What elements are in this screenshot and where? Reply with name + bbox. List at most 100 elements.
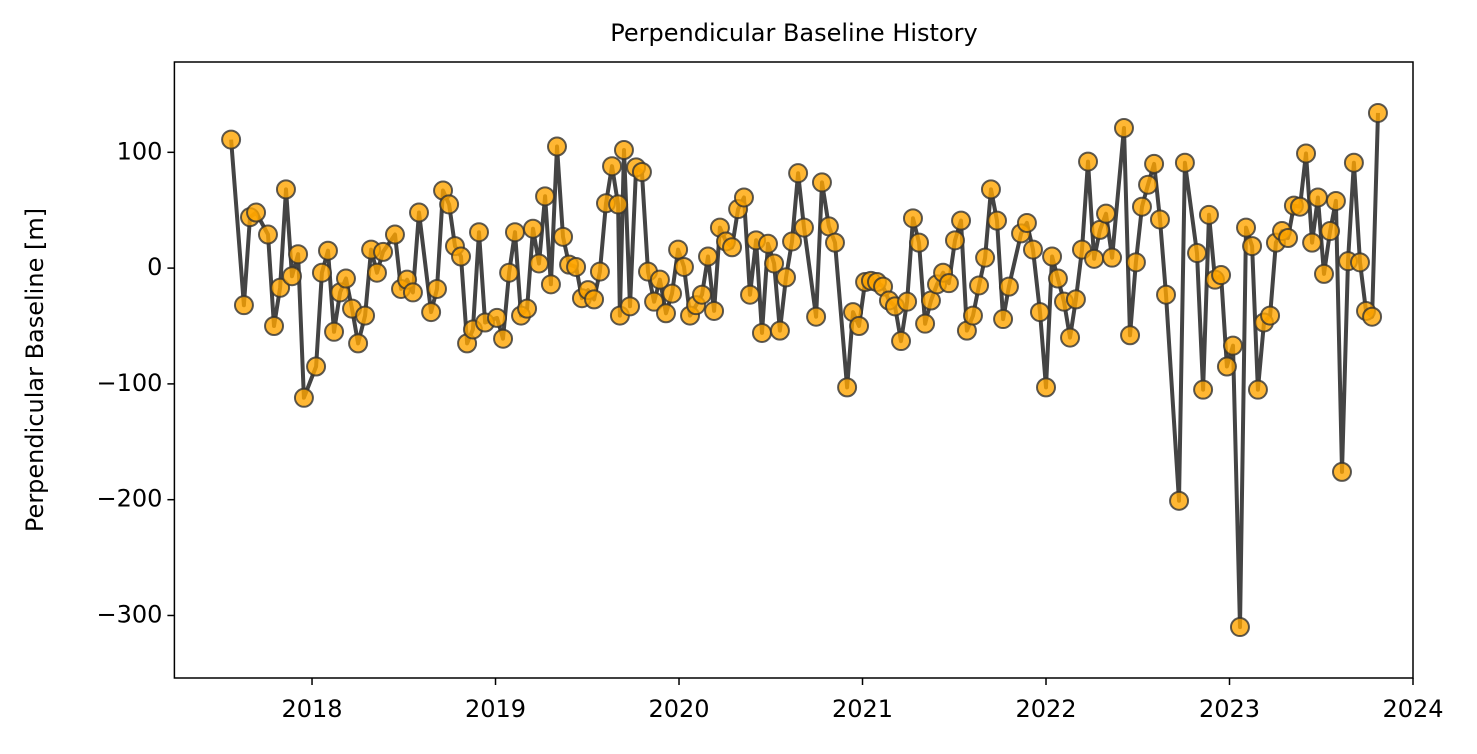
marker: [1078, 151, 1099, 172]
marker: [426, 278, 447, 299]
marker: [493, 328, 514, 349]
x-tick-label: 2019: [465, 695, 526, 723]
marker: [1343, 152, 1364, 173]
marker: [824, 232, 845, 253]
marker: [540, 274, 561, 295]
marker: [1131, 196, 1152, 217]
marker: [1314, 263, 1335, 284]
marker: [221, 129, 242, 150]
marker: [1242, 236, 1263, 257]
marker: [644, 291, 665, 312]
y-tick-label: −100: [96, 369, 162, 397]
marker: [1156, 284, 1177, 305]
marker: [1016, 212, 1037, 233]
marker: [1198, 204, 1219, 225]
marker: [1138, 174, 1159, 195]
marker: [306, 356, 327, 377]
marker: [439, 194, 460, 215]
marker: [655, 303, 676, 324]
marker: [1307, 187, 1328, 208]
marker: [980, 179, 1001, 200]
marker: [1325, 190, 1346, 211]
marker: [275, 179, 296, 200]
series-line: [229, 112, 1380, 630]
marker: [782, 231, 803, 252]
marker: [1302, 232, 1323, 253]
y-tick-label: −200: [96, 485, 162, 513]
marker: [264, 316, 285, 336]
marker: [584, 289, 605, 310]
marker: [631, 162, 652, 182]
marker: [1169, 490, 1190, 511]
marker: [891, 331, 912, 352]
marker: [517, 298, 538, 319]
marker: [691, 284, 712, 305]
marker: [282, 266, 303, 287]
marker: [806, 306, 827, 327]
marker: [698, 246, 719, 267]
marker: [1236, 217, 1257, 238]
marker: [311, 262, 332, 283]
marker: [499, 262, 520, 283]
marker: [608, 194, 629, 215]
marker: [975, 247, 996, 268]
marker: [1042, 246, 1063, 267]
plot-frame: [173, 61, 1414, 679]
marker: [451, 246, 472, 267]
marker: [733, 187, 754, 208]
marker: [1065, 289, 1086, 310]
marker: [553, 226, 574, 247]
marker: [1120, 325, 1141, 346]
marker: [317, 240, 338, 261]
marker: [1029, 302, 1050, 323]
x-tick-label: 2024: [1382, 695, 1443, 723]
marker: [1047, 268, 1068, 289]
x-tick-label: 2022: [1015, 695, 1076, 723]
marker: [270, 277, 291, 298]
marker: [740, 284, 761, 305]
marker: [1211, 265, 1232, 286]
marker: [1193, 379, 1214, 400]
marker: [1260, 305, 1281, 326]
y-tick-label: 0: [147, 253, 162, 281]
marker: [384, 224, 405, 245]
marker: [1222, 335, 1243, 356]
marker: [1229, 617, 1250, 638]
marker: [1247, 379, 1268, 400]
marker: [1349, 252, 1370, 273]
marker: [1096, 203, 1117, 224]
marker: [951, 210, 972, 231]
y-axis-label: Perpendicular Baseline [m]: [21, 208, 49, 532]
marker: [288, 244, 309, 265]
x-tick-label: 2018: [281, 695, 342, 723]
marker: [535, 186, 556, 207]
marker: [257, 224, 278, 245]
marker: [355, 305, 376, 326]
marker: [1036, 377, 1057, 398]
marker: [969, 275, 990, 296]
marker: [246, 202, 267, 223]
marker: [1331, 461, 1352, 482]
marker: [402, 282, 423, 303]
x-tick-label: 2020: [648, 695, 709, 723]
marker: [546, 136, 567, 157]
marker: [793, 217, 814, 238]
marker: [987, 210, 1008, 231]
marker: [335, 268, 356, 289]
marker: [504, 222, 525, 243]
marker: [1149, 209, 1170, 230]
marker: [1102, 247, 1123, 268]
marker: [837, 377, 858, 398]
marker: [469, 222, 490, 243]
marker: [293, 387, 314, 408]
marker: [722, 237, 743, 258]
marker: [909, 232, 930, 253]
marker: [962, 305, 983, 326]
marker: [1278, 228, 1299, 248]
marker: [769, 320, 790, 341]
marker: [1084, 248, 1105, 269]
marker: [1125, 252, 1146, 273]
marker: [704, 300, 725, 321]
marker: [1216, 356, 1237, 377]
